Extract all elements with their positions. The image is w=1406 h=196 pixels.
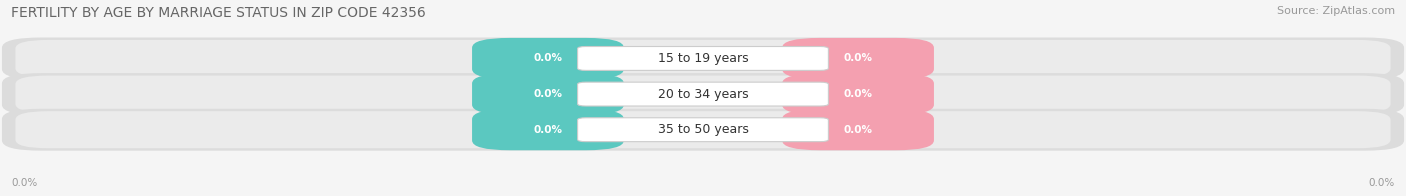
Bar [14, 41, 1392, 76]
Text: 0.0%: 0.0% [533, 89, 562, 99]
FancyBboxPatch shape [1, 73, 1405, 115]
Text: 0.0%: 0.0% [844, 125, 873, 135]
Text: 15 to 19 years: 15 to 19 years [658, 52, 748, 65]
FancyBboxPatch shape [578, 82, 828, 106]
FancyBboxPatch shape [472, 109, 624, 150]
FancyBboxPatch shape [578, 118, 828, 142]
FancyBboxPatch shape [782, 109, 934, 150]
FancyBboxPatch shape [782, 74, 934, 115]
Text: 0.0%: 0.0% [11, 178, 38, 188]
Text: 0.0%: 0.0% [533, 54, 562, 64]
Text: 20 to 34 years: 20 to 34 years [658, 88, 748, 101]
FancyBboxPatch shape [1, 37, 1405, 79]
Text: 0.0%: 0.0% [844, 89, 873, 99]
Text: 35 to 50 years: 35 to 50 years [658, 123, 748, 136]
FancyBboxPatch shape [782, 38, 934, 79]
Text: FERTILITY BY AGE BY MARRIAGE STATUS IN ZIP CODE 42356: FERTILITY BY AGE BY MARRIAGE STATUS IN Z… [11, 6, 426, 20]
FancyBboxPatch shape [15, 75, 1391, 113]
FancyBboxPatch shape [578, 46, 828, 70]
FancyBboxPatch shape [1, 109, 1405, 151]
Text: 0.0%: 0.0% [844, 54, 873, 64]
Bar [14, 112, 1392, 148]
Text: 0.0%: 0.0% [533, 125, 562, 135]
FancyBboxPatch shape [472, 38, 624, 79]
Text: Source: ZipAtlas.com: Source: ZipAtlas.com [1277, 6, 1395, 16]
FancyBboxPatch shape [15, 40, 1391, 77]
FancyBboxPatch shape [472, 74, 624, 115]
Text: 0.0%: 0.0% [1368, 178, 1395, 188]
FancyBboxPatch shape [15, 111, 1391, 148]
Bar [14, 76, 1392, 112]
